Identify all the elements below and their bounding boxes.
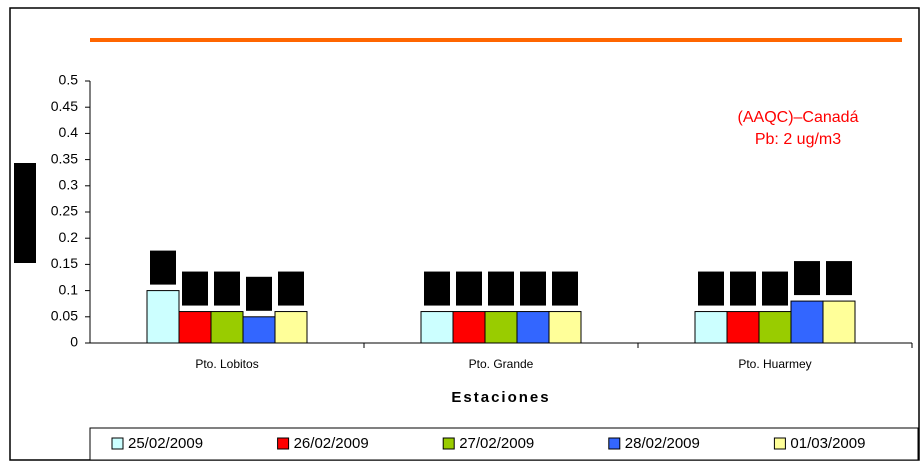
bar (790, 300, 824, 344)
x-tick-label: Pto. Huarmey (738, 357, 811, 371)
y-tick-label: 0.2 (59, 229, 79, 245)
redacted-label (730, 271, 756, 306)
bar (178, 311, 212, 344)
x-tick-label: Pto. Lobitos (195, 357, 258, 371)
legend-swatch (111, 437, 124, 450)
legend-label: 01/03/2009 (790, 435, 865, 452)
bar (548, 311, 582, 344)
y-tick-label: 0.3 (59, 177, 79, 193)
bar (758, 311, 792, 344)
y-tick-label: 0.05 (51, 308, 78, 324)
legend-swatch (442, 437, 455, 450)
y-tick-label: 0.25 (51, 203, 78, 219)
y-tick-label: 0.5 (59, 72, 79, 88)
legend-label: 28/02/2009 (625, 435, 700, 452)
redacted-label (214, 271, 240, 306)
y-tick-label: 0 (70, 334, 78, 350)
redacted-label (246, 276, 272, 311)
y-tick-label: 0.4 (59, 124, 79, 140)
redacted-label (794, 261, 820, 296)
bar (420, 311, 454, 344)
y-tick-label: 0.45 (51, 98, 78, 114)
redacted-label (826, 261, 852, 296)
legend-swatch (277, 437, 290, 450)
redacted-label (698, 271, 724, 306)
x-tick-label: Pto. Grande (469, 357, 534, 371)
legend-swatch (773, 437, 786, 450)
bar (516, 311, 550, 344)
redacted-label (150, 250, 176, 285)
bar (242, 316, 276, 344)
y-tick-label: 0.35 (51, 150, 78, 166)
x-axis-title: Estaciones (451, 389, 550, 406)
bar (274, 311, 308, 344)
redacted-label (762, 271, 788, 306)
legend-label: 26/02/2009 (294, 435, 369, 452)
y-tick-label: 0.1 (59, 281, 79, 297)
redacted-label (552, 271, 578, 306)
redacted-label (278, 271, 304, 306)
bar (822, 300, 856, 344)
redacted-label (520, 271, 546, 306)
bar (694, 311, 728, 344)
y-tick-label: 0.15 (51, 255, 78, 271)
legend-label: 25/02/2009 (128, 435, 203, 452)
bar (726, 311, 760, 344)
redacted-label (424, 271, 450, 306)
redacted-label (488, 271, 514, 306)
legend-label: 27/02/2009 (459, 435, 534, 452)
bar (452, 311, 486, 344)
bar (210, 311, 244, 344)
annotation: (AAQC)–Canadá (738, 109, 859, 126)
redacted-axis-label (14, 163, 36, 263)
annotation: Pb: 2 ug/m3 (755, 131, 841, 148)
redacted-label (456, 271, 482, 306)
bar (484, 311, 518, 344)
bar (146, 290, 180, 344)
chart-frame (9, 7, 920, 461)
redacted-label (182, 271, 208, 306)
legend-swatch (608, 437, 621, 450)
